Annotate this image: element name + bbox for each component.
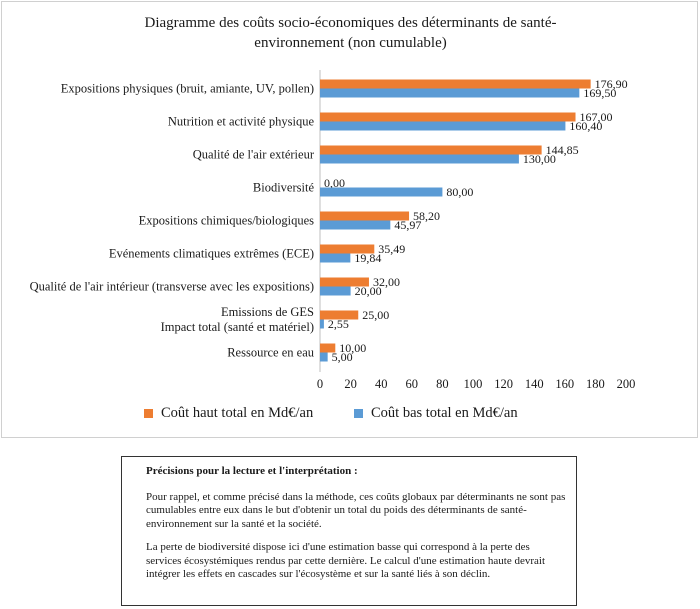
x-tick-label: 40 [375,377,388,391]
data-label-low: 45,97 [394,218,421,232]
category-label: Qualité de l'air intérieur (transverse a… [30,280,314,294]
x-tick-label: 180 [586,377,605,391]
chart-frame: Diagramme des coûts socio-économiques de… [1,1,698,438]
bar-low [320,253,351,263]
bar-high [320,343,336,353]
legend-label-high: Coût haut total en Md€/an [161,405,314,421]
x-tick-label: 20 [344,377,357,391]
data-label-low: 130,00 [523,152,556,166]
bar-low [320,187,443,197]
notes-title: Précisions pour la lecture et l'interpré… [146,465,358,477]
data-label-low: 19,84 [354,251,381,265]
chart-legend: Coût haut total en Md€/an Coût bas total… [2,405,699,429]
x-tick-label: 60 [406,377,419,391]
data-label-high: 25,00 [362,308,389,322]
bar-low [320,121,566,131]
data-label-low: 80,00 [446,185,473,199]
chart-title-line-1: Diagramme des coûts socio-économiques de… [144,15,557,31]
x-tick-label: 120 [494,377,513,391]
bar-high [320,79,591,89]
data-label-high: 0,00 [324,176,345,190]
chart-title-line-2: environnement (non cumulable) [254,35,447,51]
bar-low [320,319,324,329]
bar-high [320,112,576,122]
bar-low [320,154,519,164]
category-label: Expositions physiques (bruit, amiante, U… [61,82,314,96]
category-label: Biodiversité [253,181,315,195]
legend-swatch-low [354,409,363,418]
x-tick-label: 200 [617,377,636,391]
data-label-high: 176,90 [595,77,628,91]
chart-title: Diagramme des coûts socio-économiques de… [2,13,699,53]
category-label: Evénements climatiques extrêmes (ECE) [109,247,314,261]
data-label-low: 160,40 [569,119,602,133]
bar-low [320,286,351,296]
data-label-high: 144,85 [546,143,579,157]
bar-high [320,145,542,155]
x-tick-label: 100 [464,377,483,391]
data-label-high: 32,00 [373,275,400,289]
data-label-high: 58,20 [413,209,440,223]
category-label: Qualité de l'air extérieur [193,148,315,162]
data-label-high: 10,00 [339,341,366,355]
category-label: Emissions de GES [221,305,314,319]
reading-notes-box: Précisions pour la lecture et l'interpré… [121,456,577,606]
data-label-low: 20,00 [355,284,382,298]
bar-low [320,352,328,362]
x-tick-label: 80 [436,377,449,391]
bar-low [320,220,391,230]
bar-high [320,211,410,221]
notes-paragraph-1: Pour rappel, et comme précisé dans la mé… [146,490,566,530]
data-label-low: 5,00 [332,350,353,364]
x-tick-label: 0 [317,377,323,391]
legend-swatch-high [144,409,153,418]
data-label-low: 169,50 [583,86,616,100]
legend-item-low: Coût bas total en Md€/an [354,405,518,422]
category-label: Expositions chimiques/biologiques [139,214,314,228]
bar-high [320,277,369,287]
x-tick-label: 140 [525,377,544,391]
category-label: Nutrition et activité physique [168,115,315,129]
notes-paragraph-2: La perte de biodiversité dispose ici d'u… [146,541,546,580]
category-label: Impact total (santé et matériel) [161,320,314,334]
bar-high [320,310,359,320]
data-label-high: 167,00 [580,110,613,124]
x-tick-label: 160 [555,377,574,391]
legend-label-low: Coût bas total en Md€/an [371,405,518,421]
bar-chart: Expositions physiques (bruit, amiante, U… [30,70,636,391]
legend-item-high: Coût haut total en Md€/an [144,405,313,422]
bar-high [320,244,375,254]
category-label: Ressource en eau [227,346,315,360]
bar-low [320,88,580,98]
data-label-high: 35,49 [378,242,405,256]
data-label-low: 2,55 [328,317,349,331]
